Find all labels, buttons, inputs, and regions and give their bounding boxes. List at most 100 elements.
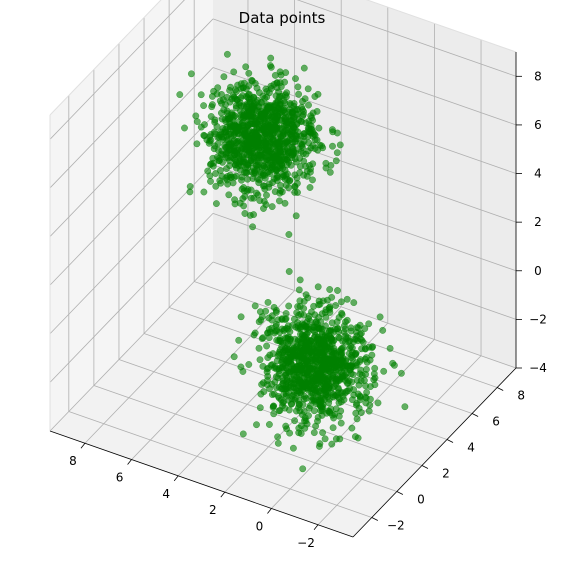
scatter-point [247,186,255,194]
y-tick-label: 2 [442,467,450,481]
scatter-point [342,332,350,340]
scatter-point [279,363,287,371]
scatter-point [292,158,300,166]
scatter-point [290,365,298,372]
scatter-point [329,424,337,432]
grid-line-z-left [49,115,214,286]
scatter-point [247,132,255,140]
scatter-point [275,197,283,205]
scatter-point [225,191,233,199]
scatter-point [328,319,336,327]
scatter-point [309,109,317,117]
scatter-point [281,316,289,324]
scatter-point [346,337,354,345]
scatter-point [276,189,284,197]
scatter-point [319,429,327,437]
scatter-point [259,92,267,100]
scatter-point [292,384,300,392]
scatter-point [335,314,343,321]
scatter-point [181,124,188,132]
scatter-point [296,324,304,332]
scatter-point [299,106,306,114]
grid-line-z-right [212,18,517,126]
z-tick-label: 2 [534,215,542,229]
scatter-point [279,143,287,150]
scatter-point [356,370,364,378]
scatter-point [218,115,226,123]
scatter-point [304,133,312,140]
z-tick-label: −4 [529,361,547,375]
x-tick [313,524,319,531]
scatter-point [325,407,333,415]
scatter-point [223,50,231,58]
scatter-point [197,123,205,131]
scatter-point [272,306,280,314]
scatter-point [263,368,271,376]
scatter-point [226,162,234,170]
scatter-point [365,407,373,415]
scatter-point [361,393,369,401]
scatter-point [298,411,306,419]
scatter-point [278,92,286,100]
scatter-point [322,159,330,167]
scatter-point [302,417,310,425]
scatter-point [310,429,318,437]
scatter-point [284,333,292,341]
scatter-point [258,98,266,106]
scatter-point [348,396,356,404]
scatter-point [255,179,263,187]
scatter-point [291,376,299,384]
scatter-point [230,68,238,76]
grid-line-z-left [49,164,214,335]
scatter-point [343,316,351,324]
scatter-point [304,124,312,132]
scatter-point [176,91,184,99]
y-tick-label: 6 [492,415,500,429]
scatter-point [264,104,272,111]
scatter-point [285,302,293,310]
scatter-point [371,381,379,389]
scatter-point [287,127,295,135]
scatter-point [362,382,370,390]
scatter-point [245,361,253,368]
scatter-point [309,116,317,124]
scatter-point [210,87,218,95]
scatter-point [268,312,276,320]
scatter-point [333,149,341,157]
scatter-point [246,138,253,146]
scatter-point [295,90,303,98]
scatter-point [226,115,234,123]
scatter-point [253,84,261,92]
scatter-point [248,77,256,85]
scatter-point [289,138,296,146]
scatter-point [248,154,256,162]
scatter-point [336,141,344,149]
scatter-point [253,189,260,197]
scatter-point [287,101,295,109]
z-tick-label: 6 [534,118,542,132]
scatter-point [232,164,240,172]
scatter-point [258,146,266,154]
scatter-point [241,168,249,176]
scatter-point [319,349,327,357]
pane-edge [365,0,517,53]
scatter-point [258,164,266,172]
scatter-point [283,155,291,163]
grid-line-z-left [49,261,214,432]
scatter-point [272,373,280,381]
scatter-point [401,403,409,411]
scatter-point [267,54,275,62]
y-tick [497,387,504,391]
scatter-point [376,313,384,321]
y-tick [446,439,454,443]
scatter-point [312,422,320,430]
grid-line-z-right [212,213,517,320]
scatter-point [300,305,308,312]
scatter-point [339,344,347,352]
scatter-point [289,444,297,452]
scatter-point [251,302,259,310]
scatter-point [291,188,299,196]
scatter-point [379,326,387,334]
scatter-point [291,182,299,190]
